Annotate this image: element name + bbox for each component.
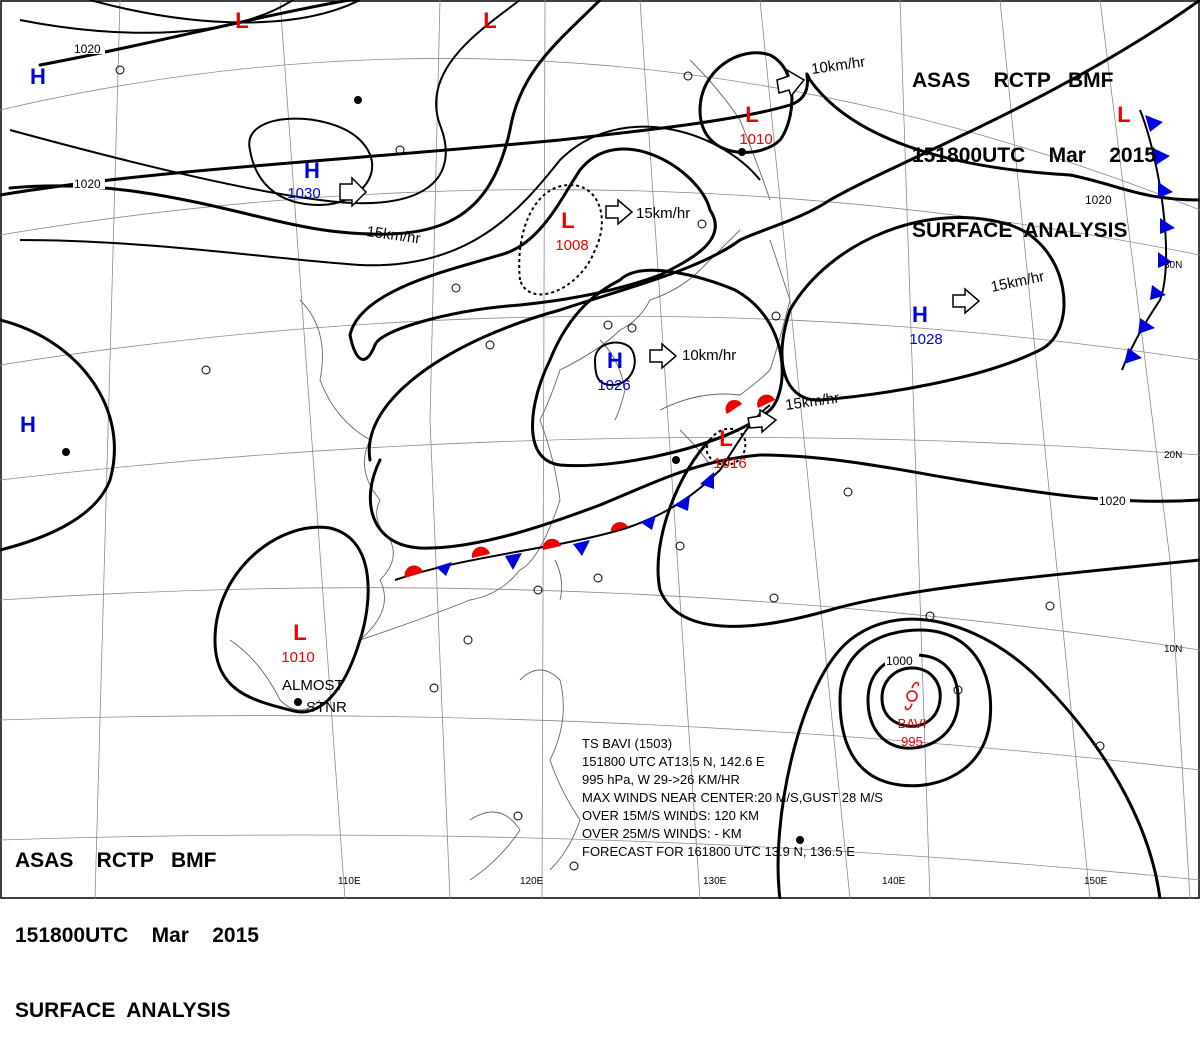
latitude-label: 30N (1164, 260, 1182, 271)
typhoon-advisory: TS BAVI (1503) 151800 UTC AT13.5 N, 142.… (582, 736, 883, 859)
longitude-label: 120E (520, 876, 544, 887)
low-center-letter: L (293, 620, 306, 645)
advisory-line: FORECAST FOR 161800 UTC 13.9 N, 136.5 E (582, 844, 855, 859)
cold-front-east (1121, 109, 1175, 371)
stationary-front (394, 394, 775, 581)
header-top-line2: 151800UTC Mar 2015 (912, 144, 1156, 167)
isobar-label: 1020 (1085, 193, 1112, 207)
storm-pressure: 995 (901, 734, 923, 749)
low-center-letter: L (1117, 102, 1130, 127)
isobars (0, 0, 1200, 899)
high-center-letter: H (607, 348, 623, 373)
header-top: ASAS RCTP BMF 151800UTC Mar 2015 SURFACE… (912, 18, 1187, 268)
advisory-line: OVER 15M/S WINDS: 120 KM (582, 808, 759, 823)
high-center-value: 1030 (287, 185, 320, 202)
low-center-letter: L (483, 8, 496, 33)
advisory-line: TS BAVI (1503) (582, 736, 672, 751)
movement-speed-label: 15km/hr (784, 390, 840, 414)
isobar-label: 1020 (1099, 494, 1126, 508)
warm-front-mark (471, 546, 490, 558)
cold-front-mark (436, 562, 452, 576)
cold-front-mark (640, 515, 656, 530)
cold-front-mark (573, 540, 590, 556)
high-center-letter: H (20, 412, 36, 437)
header-bottom-line1: ASAS RCTP BMF (15, 849, 217, 872)
advisory-line: 151800 UTC AT13.5 N, 142.6 E (582, 754, 765, 769)
longitude-label: 140E (882, 876, 906, 887)
warm-front-mark (404, 565, 423, 578)
movement-speed-label: 15km/hr (636, 205, 690, 222)
isobar-label: 1020 (74, 177, 101, 191)
note-almost: ALMOST (282, 677, 344, 694)
note-stnr: STNR (306, 699, 347, 716)
low-center-letter: L (719, 426, 732, 451)
high-center-letter: H (912, 302, 928, 327)
header-top-line3: SURFACE ANALYSIS (912, 219, 1128, 242)
advisory-line: OVER 25M/S WINDS: - KM (582, 826, 742, 841)
isobar-label: 1020 (74, 42, 101, 56)
warm-front-mark (610, 522, 628, 532)
low-center-letter: L (561, 208, 574, 233)
graticule (0, 0, 1200, 899)
low-center-value: 1016 (713, 455, 746, 472)
header-bottom-line3: SURFACE ANALYSIS (15, 999, 231, 1022)
high-center-value: 1028 (909, 331, 942, 348)
low-center-value: 1010 (739, 131, 772, 148)
high-center-value: 1026 (597, 377, 630, 394)
low-center-value: 1010 (281, 649, 314, 666)
isobar-label: 1000 (886, 654, 913, 668)
low-center-letter: L (235, 8, 248, 33)
cold-front-mark (505, 553, 522, 570)
longitude-labels: 110E 120E 130E 140E 150E (338, 876, 1108, 887)
station-plots (62, 65, 1105, 871)
typhoon-symbol (904, 681, 920, 711)
movement-arrows (339, 68, 981, 434)
movement-speed-label: 15km/hr (989, 268, 1046, 296)
storm-name: BAVI (898, 716, 927, 731)
header-top-line1: ASAS RCTP BMF (912, 69, 1114, 92)
movement-speed-label: 15km/hr (365, 223, 421, 247)
cold-front-mark (700, 472, 714, 489)
latitude-label: 10N (1164, 644, 1182, 655)
isobar-labels: 1020 1020 1020 1020 1000 (73, 40, 1130, 668)
movement-speed-label: 10km/hr (810, 54, 866, 78)
movement-speed-label: 10km/hr (682, 347, 736, 364)
longitude-label: 150E (1084, 876, 1108, 887)
longitude-label: 130E (703, 876, 727, 887)
pressure-centers: H 1030 H 1026 H 1028 H H L 1008 L 1010 L… (20, 8, 1131, 666)
coastlines (229, 59, 791, 881)
high-center-letter: H (304, 158, 320, 183)
weather-map: H 1030 H 1026 H 1028 H H L 1008 L 1010 L… (0, 0, 1200, 899)
header-bottom-line2: 151800UTC Mar 2015 (15, 924, 259, 947)
warm-front-mark (757, 394, 775, 408)
latitude-label: 20N (1164, 450, 1182, 461)
advisory-line: 995 hPa, W 29->26 KM/HR (582, 772, 740, 787)
warm-front-mark (542, 538, 561, 550)
low-center-value: 1008 (555, 237, 588, 254)
low-center-letter: L (745, 102, 758, 127)
cold-front-mark (674, 495, 690, 511)
high-center-letter: H (30, 64, 46, 89)
longitude-label: 110E (338, 876, 361, 887)
warm-front-mark (725, 399, 742, 414)
latitude-labels: 30N 20N 10N (1164, 260, 1182, 655)
header-bottom: ASAS RCTP BMF 151800UTC Mar 2015 SURFACE… (15, 798, 300, 1048)
advisory-line: MAX WINDS NEAR CENTER:20 M/S,GUST 28 M/S (582, 790, 883, 805)
